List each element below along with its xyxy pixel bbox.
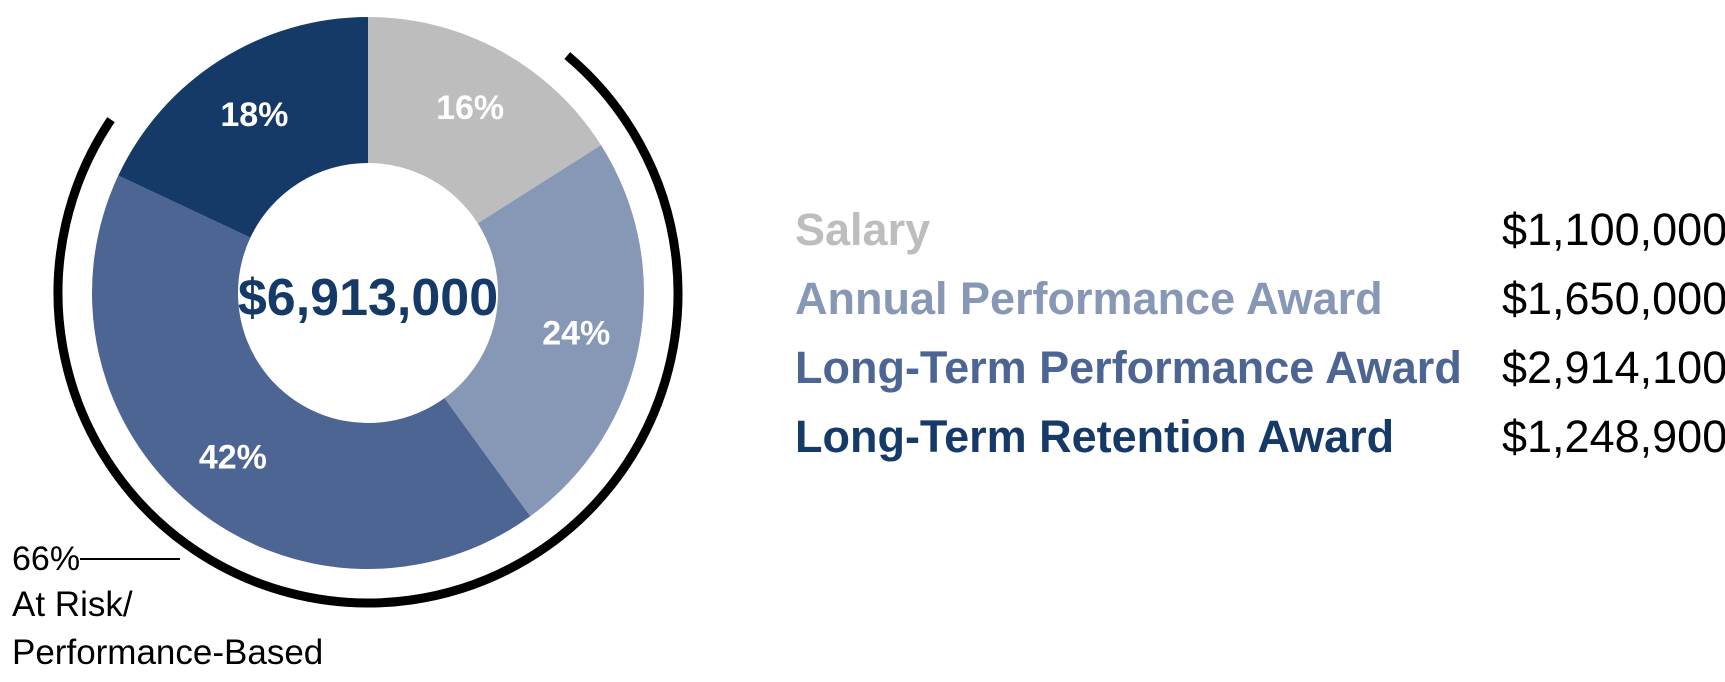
legend-row-salary: Salary $1,100,000 <box>795 195 1725 264</box>
at-risk-percent: 66% <box>12 540 80 578</box>
legend-value-annual-performance-award: $1,650,000 <box>1502 272 1725 324</box>
legend-label-long-term-retention-award: Long-Term Retention Award <box>795 410 1395 462</box>
legend-row-annual-performance-award: Annual Performance Award $1,650,000 <box>795 264 1725 333</box>
donut-chart: 16% 24% 42% 18% $6,913,000 66% At Risk/ Per… <box>12 17 683 672</box>
slice-annual-performance-award <box>444 145 644 517</box>
at-risk-label-line-1: At Risk/ <box>12 585 133 624</box>
legend-label-salary: Salary <box>795 203 931 255</box>
legend-label-long-term-performance-award: Long-Term Performance Award <box>795 341 1462 393</box>
legend-row-long-term-retention-award: Long-Term Retention Award $1,248,900 <box>795 402 1725 471</box>
slice-long-term-retention-award <box>118 17 368 238</box>
slice-long-term-performance-award <box>91 175 531 570</box>
slice-salary <box>368 17 602 224</box>
at-risk-bracket-arc <box>53 52 683 608</box>
legend: Salary $1,100,000 Annual Performance Awa… <box>795 195 1725 471</box>
slice-label-annual-performance-award: 24% <box>542 315 610 353</box>
donut-slices <box>91 17 644 570</box>
legend-value-salary: $1,100,000 <box>1502 203 1725 255</box>
slice-labels: 16% 24% 42% 18% <box>199 89 610 476</box>
slice-label-long-term-retention-award: 18% <box>220 96 288 134</box>
slice-label-long-term-performance-award: 42% <box>199 438 267 476</box>
slice-label-salary: 16% <box>436 89 504 127</box>
legend-label-annual-performance-award: Annual Performance Award <box>795 272 1383 324</box>
legend-value-long-term-performance-award: $2,914,100 <box>1502 341 1725 393</box>
legend-row-long-term-performance-award: Long-Term Performance Award $2,914,100 <box>795 333 1725 402</box>
at-risk-label-line-2: Performance-Based <box>12 633 323 672</box>
total-compensation-label: $6,913,000 <box>238 269 498 327</box>
legend-value-long-term-retention-award: $1,248,900 <box>1502 410 1725 462</box>
